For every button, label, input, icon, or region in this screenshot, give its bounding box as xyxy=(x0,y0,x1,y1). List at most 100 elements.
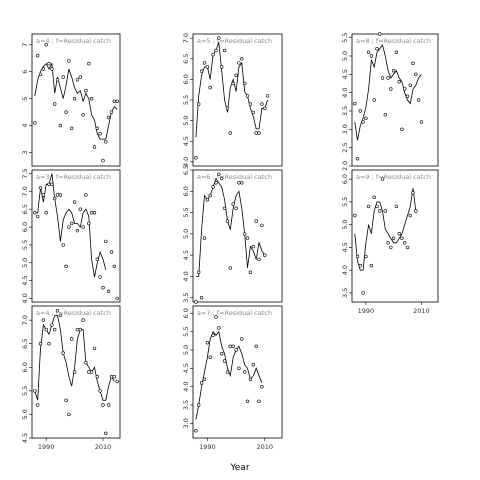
x-tick-label: 2010 xyxy=(95,443,112,451)
data-point xyxy=(225,370,230,374)
data-point xyxy=(84,88,88,93)
data-point xyxy=(355,157,360,161)
panel-frame xyxy=(192,169,283,303)
data-point xyxy=(89,96,94,101)
data-point xyxy=(248,377,253,381)
panel-a7-f: a=7 ; f=Residual catch 3.0 3.5 4.0 4.5 5.0 5.5… xyxy=(182,305,283,451)
data-point xyxy=(52,196,57,201)
data-point xyxy=(41,67,46,71)
data-point xyxy=(372,195,376,200)
panel-label: a=3 ; f=Residual catch xyxy=(36,173,111,181)
data-point xyxy=(389,87,393,91)
data-point xyxy=(403,87,407,91)
data-point xyxy=(416,98,421,102)
data-point xyxy=(380,76,385,80)
y-tick-label: 4.0 xyxy=(341,87,349,97)
data-point xyxy=(228,344,233,348)
data-point xyxy=(222,48,227,53)
y-tick-label: 4.0 xyxy=(341,265,349,275)
data-point xyxy=(243,232,247,236)
y-tick-label: 5.5 xyxy=(182,207,190,217)
y-tick-label: 5.0 xyxy=(341,51,349,61)
y-tick-label: 6.0 xyxy=(21,222,29,232)
data-point xyxy=(400,127,404,132)
data-point xyxy=(211,333,215,337)
data-point xyxy=(67,59,71,63)
y-tick-label: 5.0 xyxy=(182,345,190,355)
panel-a3-f: a=3 ; f=Residual catch 4.0 4.5 5.0 5.5 6.0 6.5… xyxy=(21,168,121,304)
y-tick-label: 3.5 xyxy=(182,293,190,303)
data-point xyxy=(115,379,119,384)
data-point xyxy=(199,69,204,73)
y-tick-label: 7.0 xyxy=(21,186,29,196)
data-point xyxy=(254,131,258,135)
data-point xyxy=(58,193,63,197)
data-point xyxy=(95,126,100,131)
data-point xyxy=(95,375,100,379)
data-point xyxy=(364,254,368,259)
data-point xyxy=(225,106,230,111)
data-point xyxy=(391,68,396,73)
data-point xyxy=(41,318,46,322)
panel-a4-f: a=4 ; f=Residual catch 3 4 5 6 7 xyxy=(21,33,121,167)
data-point xyxy=(64,110,68,114)
panel-label: a=4 ; f=Residual catch xyxy=(36,37,111,45)
data-point xyxy=(84,360,88,365)
data-point xyxy=(248,102,253,106)
data-point xyxy=(67,412,71,417)
data-point xyxy=(81,318,85,322)
panel-frame xyxy=(31,169,121,303)
y-tick-label: 5.0 xyxy=(182,229,190,239)
data-point xyxy=(386,76,390,80)
data-point xyxy=(92,145,97,149)
y-tick-label: 4.0 xyxy=(182,381,190,391)
data-point xyxy=(50,67,54,71)
data-point xyxy=(220,352,224,356)
data-point xyxy=(358,109,362,113)
data-point xyxy=(104,239,108,244)
data-point xyxy=(47,182,51,187)
data-point xyxy=(378,32,382,36)
data-point xyxy=(64,398,68,402)
data-point xyxy=(251,244,256,249)
data-point xyxy=(33,211,37,215)
y-tick-label: 6.5 xyxy=(21,204,29,214)
data-point xyxy=(55,78,60,82)
data-point xyxy=(248,270,253,274)
data-point xyxy=(33,389,37,393)
data-point xyxy=(98,275,102,279)
data-point xyxy=(44,43,48,47)
data-point xyxy=(89,211,94,215)
data-point xyxy=(231,81,235,86)
data-point xyxy=(391,236,396,241)
data-point xyxy=(47,61,51,66)
y-tick-label: 4.0 xyxy=(182,271,190,281)
data-point xyxy=(372,98,376,102)
data-point xyxy=(58,123,63,128)
data-point xyxy=(375,46,379,51)
data-point xyxy=(414,72,418,77)
data-point xyxy=(202,377,207,381)
data-point xyxy=(199,296,204,300)
data-point xyxy=(69,126,74,131)
data-point xyxy=(257,131,261,135)
data-point xyxy=(408,213,412,218)
y-tick-label: 5 xyxy=(21,97,29,101)
y-tick-label: 4.5 xyxy=(341,242,349,252)
data-point xyxy=(61,351,65,355)
data-point xyxy=(222,359,227,363)
data-point xyxy=(81,113,85,117)
y-tick-label: 4.5 xyxy=(182,136,190,146)
data-point xyxy=(225,219,230,223)
data-point xyxy=(234,73,238,78)
data-point xyxy=(245,399,250,403)
data-point xyxy=(84,193,88,197)
y-tick-label: 3.0 xyxy=(182,418,190,428)
y-tick-label: 4.5 xyxy=(21,433,29,443)
data-point xyxy=(375,204,379,209)
y-tick-label: 5.5 xyxy=(341,197,349,207)
y-tick-label: 5.5 xyxy=(182,326,190,336)
data-point xyxy=(95,257,100,261)
data-point xyxy=(364,116,368,121)
data-point xyxy=(211,185,215,189)
